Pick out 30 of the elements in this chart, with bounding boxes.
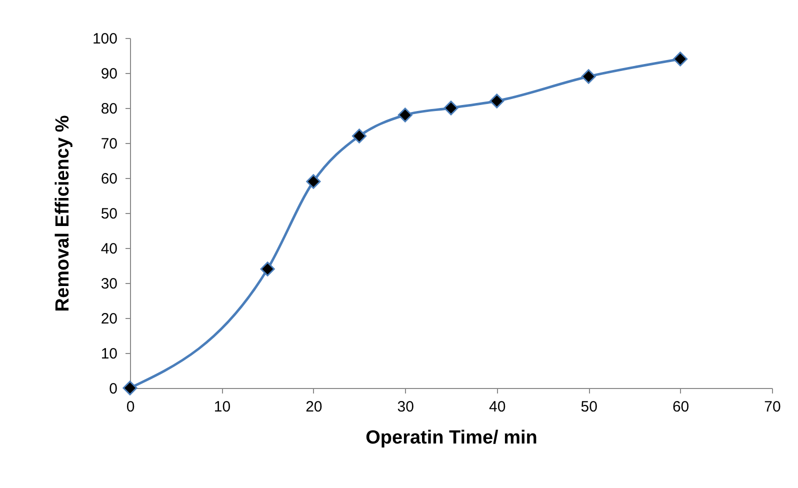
point	[398, 108, 412, 122]
y-tick-label: 70	[100, 136, 118, 152]
y-axis-title: Removal Efficiency %	[52, 115, 74, 312]
y-tick-label: 10	[100, 346, 118, 362]
x-tick-label: 40	[489, 398, 506, 416]
y-tick-label: 60	[100, 170, 118, 188]
y-tick-label: 40	[100, 240, 118, 258]
x-tick-label: 10	[214, 398, 231, 416]
x-tick-label: 30	[397, 398, 414, 416]
y-tick-label: 30	[100, 276, 118, 292]
x-axis-title: Operatin Time/ min	[366, 428, 538, 448]
x-tick-label: 60	[672, 398, 690, 416]
point	[444, 100, 458, 116]
y-tick-label: 20	[100, 310, 118, 328]
point	[122, 380, 138, 396]
x-tick-label: 70	[764, 398, 781, 416]
y-tick-label: 0	[109, 380, 118, 398]
point	[352, 128, 367, 144]
point	[490, 94, 504, 108]
point	[306, 174, 321, 189]
y-tick-label: 90	[100, 66, 118, 82]
y-tick-label: 100	[92, 30, 118, 48]
y-tick-label: 50	[100, 206, 118, 222]
x-tick-label: 0	[126, 398, 135, 416]
y-tick-label: 80	[100, 100, 118, 118]
x-tick-label: 50	[580, 398, 598, 416]
point	[581, 69, 596, 84]
point	[260, 262, 275, 276]
x-tick-label: 20	[306, 398, 322, 416]
point	[673, 52, 688, 66]
